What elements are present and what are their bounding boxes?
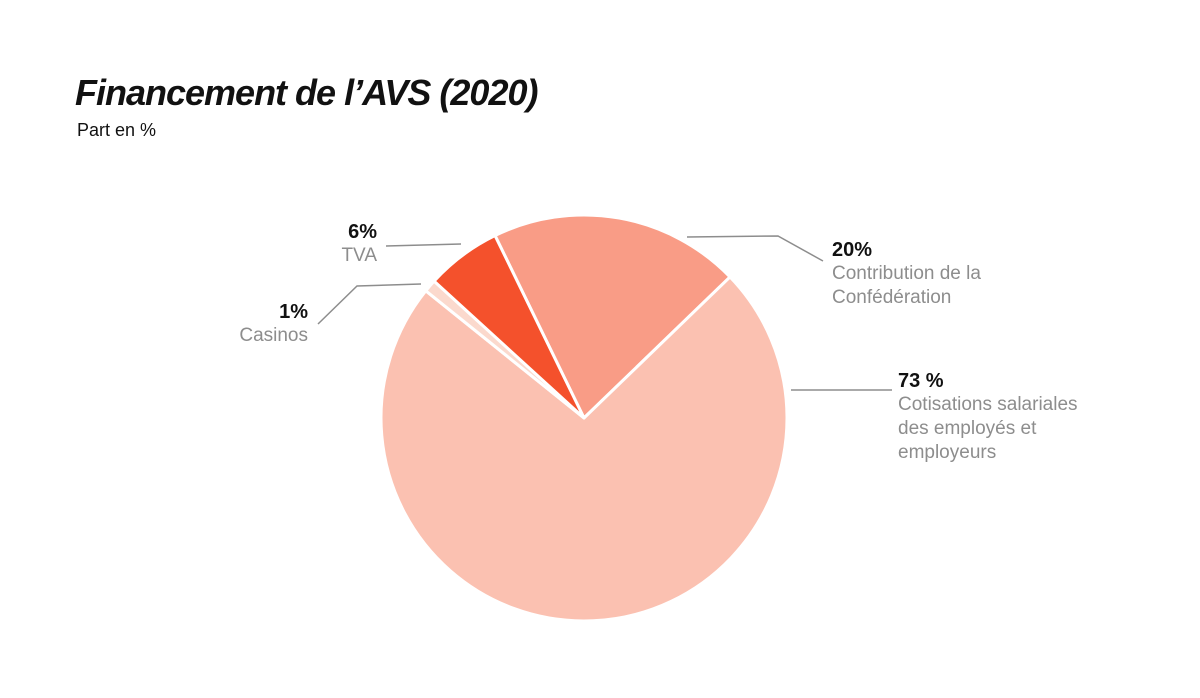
callout-cotisations-salariales-value: 73 % (898, 370, 944, 392)
page-title: Financement de l’AVS (2020) (75, 72, 538, 113)
callout-tva: 6% TVA (341, 221, 377, 268)
callout-tva-label: TVA (341, 245, 377, 266)
leader-line-contribution-confederation (686, 235, 824, 262)
callout-casinos-value: 1% (279, 301, 308, 323)
chart-subtitle: Part en % (77, 120, 157, 140)
callout-tva-value: 6% (348, 221, 377, 243)
leader-lines (317, 235, 892, 391)
pie-slice-contribution-confederation (493, 213, 732, 420)
callout-cotisations-salariales: 73 % Cotisations salariales des employés… (898, 370, 1110, 465)
chart-header: Financement de l’AVS (2020) Part en % (75, 72, 538, 140)
callout-casinos-label: Casinos (239, 325, 308, 346)
callout-contribution-confederation-label: Contribution de la Confédération (832, 263, 981, 308)
callout-cotisations-salariales-label: Cotisations salariales des employés et e… (898, 394, 1078, 463)
callout-contribution-confederation: 20% Contribution de la Confédération (832, 239, 1037, 310)
callout-contribution-confederation-value: 20% (832, 239, 873, 261)
callout-casinos: 1% Casinos (239, 301, 308, 348)
leader-line-tva (385, 243, 462, 247)
leader-line-casinos (317, 283, 422, 325)
pie-slices (379, 213, 789, 623)
pie-slice-tva (432, 234, 586, 420)
pie-slice-cotisations-salariales (379, 275, 789, 623)
